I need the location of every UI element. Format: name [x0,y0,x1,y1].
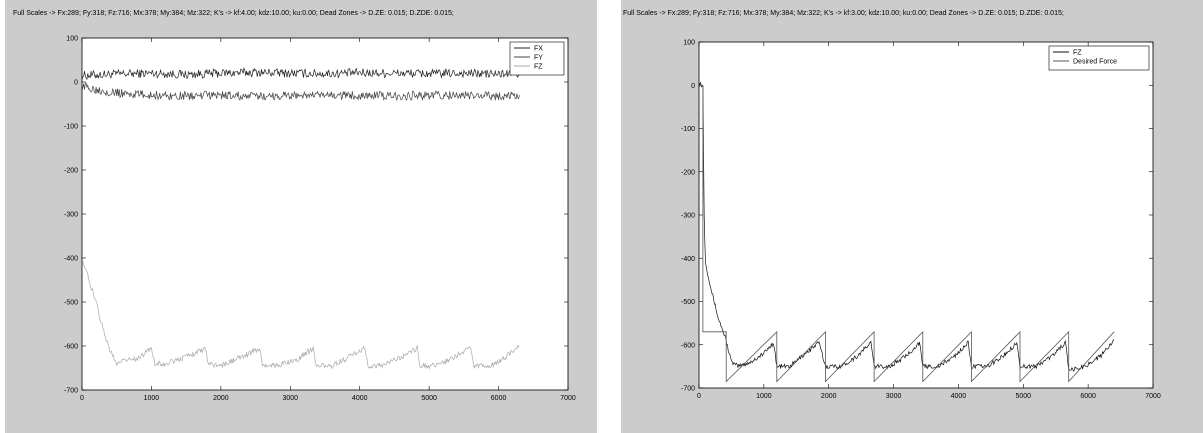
y-tick-label: -300 [64,212,78,219]
y-tick-label: -600 [681,342,695,349]
legend-label: Desired Force [1073,59,1117,66]
x-tick-label: 4000 [951,393,967,400]
y-tick-label: 100 [66,36,78,43]
figure-left: Full Scales -> Fx:289; Fy:318; Fz:716; M… [5,0,597,433]
x-tick-label: 0 [80,395,84,402]
x-tick-label: 3000 [886,393,902,400]
y-tick-label: -100 [681,126,695,133]
figure-right: Full Scales -> Fx:289; Fy:318; Fz:716; M… [621,0,1203,433]
y-tick-label: -600 [64,344,78,351]
y-tick-label: 0 [74,80,78,87]
x-tick-label: 4000 [352,395,368,402]
x-tick-label: 7000 [560,395,576,402]
x-tick-label: 5000 [1015,393,1031,400]
y-tick-label: -500 [681,299,695,306]
y-tick-label: -300 [681,213,695,220]
y-tick-label: -200 [64,168,78,175]
x-tick-label: 0 [697,393,701,400]
plot-area [82,38,568,390]
chart-left: Full Scales -> Fx:289; Fy:318; Fz:716; M… [5,0,597,433]
x-tick-label: 1000 [756,393,772,400]
y-tick-label: 100 [683,40,695,47]
x-tick-label: 1000 [144,395,160,402]
x-tick-label: 3000 [282,395,298,402]
x-tick-label: 6000 [491,395,507,402]
plot-area [699,42,1153,388]
x-tick-label: 6000 [1080,393,1096,400]
chart-title: Full Scales -> Fx:289; Fy:318; Fz:716; M… [623,10,1064,17]
x-tick-label: 2000 [213,395,229,402]
y-tick-label: -400 [681,256,695,263]
legend-label: FY [534,55,543,62]
legend-label: FX [534,46,543,53]
chart-title: Full Scales -> Fx:289; Fy:318; Fz:716; M… [13,10,454,17]
y-tick-label: 0 [691,83,695,90]
y-tick-label: -700 [681,386,695,393]
y-tick-label: -500 [64,300,78,307]
legend-label: FZ [1073,50,1082,57]
chart-right: Full Scales -> Fx:289; Fy:318; Fz:716; M… [621,0,1203,433]
y-tick-label: -200 [681,169,695,176]
y-tick-label: -400 [64,256,78,263]
y-tick-label: -100 [64,124,78,131]
x-tick-label: 7000 [1145,393,1161,400]
legend-label: FZ [534,64,543,71]
x-tick-label: 5000 [421,395,437,402]
y-tick-label: -700 [64,388,78,395]
x-tick-label: 2000 [821,393,837,400]
